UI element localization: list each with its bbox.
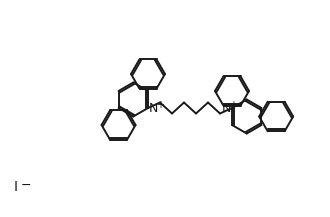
Text: −: − — [21, 179, 31, 191]
Text: +: + — [156, 100, 164, 110]
Text: N: N — [222, 102, 231, 115]
Text: +: + — [229, 100, 237, 110]
Text: I: I — [14, 180, 18, 194]
Text: N: N — [149, 102, 158, 115]
